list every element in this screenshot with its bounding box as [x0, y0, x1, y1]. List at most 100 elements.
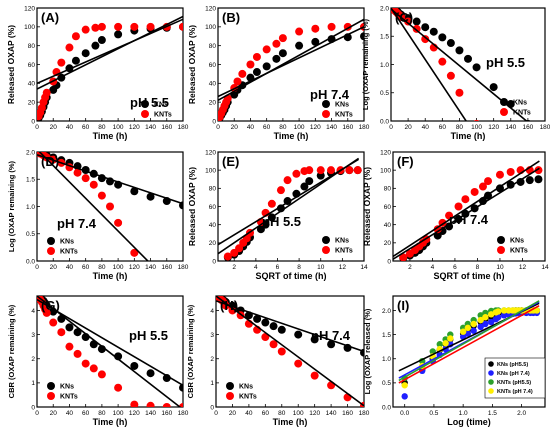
legend-label: KNTs (pH 7.4): [497, 389, 533, 395]
fit-line: [218, 158, 360, 246]
data-point: [470, 320, 477, 328]
x-tick-label: 80: [98, 124, 106, 131]
fit-line: [37, 18, 183, 85]
x-tick-label: 0: [35, 124, 39, 131]
data-point: [246, 60, 255, 69]
fit-line: [393, 167, 540, 260]
fit-line: [37, 15, 183, 90]
data-point: [267, 199, 276, 208]
x-tick-label: 160: [161, 410, 172, 417]
data-point: [477, 323, 484, 331]
panel-label: (H): [220, 298, 238, 313]
x-axis-title: SQRT of time (h): [256, 271, 327, 281]
data-point: [106, 202, 114, 211]
data-point: [253, 314, 262, 323]
x-tick-label: 12: [519, 264, 527, 271]
legend-label: KNs: [154, 102, 168, 109]
y-tick-label: 1: [31, 380, 35, 387]
y-tick-label: 20: [384, 240, 392, 247]
data-point: [294, 330, 303, 339]
y-tick-label: 4: [31, 308, 35, 315]
data-point: [97, 22, 106, 31]
data-point: [345, 166, 354, 175]
legend-label: KNs: [510, 238, 524, 245]
legend-marker: [500, 108, 508, 116]
x-tick-label: 100: [113, 264, 124, 271]
x-tick-label: 140: [145, 124, 156, 131]
x-tick-label: 60: [263, 124, 271, 131]
x-tick-label: 40: [245, 410, 253, 417]
x-tick-label: 100: [471, 124, 482, 131]
legend-marker: [488, 361, 494, 367]
x-axis-title: Time (h): [93, 417, 128, 427]
legend: KNs KNTs: [141, 100, 172, 119]
x-tick-label: 4: [254, 264, 258, 271]
x-tick-label: 100: [293, 410, 304, 417]
x-tick-label: 6: [276, 264, 280, 271]
legend-marker: [226, 382, 234, 390]
data-point: [482, 320, 489, 328]
x-tick-label: 160: [342, 124, 353, 131]
data-point: [495, 314, 502, 321]
data-point: [464, 54, 472, 63]
y-axis-title: Log (OXAP remaining (%): [7, 160, 16, 252]
x-tick-label: 20: [50, 264, 58, 271]
data-point: [223, 252, 232, 261]
data-point: [292, 169, 301, 178]
x-tick-label: 14: [541, 264, 549, 271]
data-point: [57, 328, 66, 337]
legend-label: KNs: [335, 102, 349, 109]
y-tick-label: 2: [31, 356, 35, 363]
x-tick-label: 20: [50, 410, 58, 417]
data-point: [42, 308, 51, 317]
data-point: [412, 24, 421, 33]
y-tick-label: 0: [212, 258, 216, 265]
x-tick-label: 60: [262, 410, 270, 417]
legend-marker: [488, 388, 494, 394]
fit-line: [391, 8, 468, 121]
legend-marker: [141, 110, 149, 118]
data-point: [436, 341, 443, 348]
y-tick-label: 40: [28, 81, 36, 88]
ph-annotation: pH 7.4: [449, 212, 489, 227]
data-point: [438, 33, 447, 42]
panel-label: (F): [397, 154, 414, 169]
data-point: [482, 314, 489, 321]
data-point: [146, 401, 155, 407]
legend-label: KNTs: [335, 248, 353, 255]
y-tick-label: 80: [209, 186, 217, 193]
legend-marker: [322, 110, 330, 118]
x-tick-label: 160: [342, 410, 353, 417]
x-axis-title: Time (h): [451, 131, 486, 141]
data-point: [238, 69, 247, 78]
y-tick-label: 0: [387, 258, 391, 265]
x-tick-label: 140: [326, 410, 337, 417]
data-point: [272, 54, 281, 63]
x-axis-title: Time (h): [274, 131, 309, 141]
panel-g: 0 20 40 60 80 100 120 140 160 180 0 1 2 3 4 Time (h) CBR…: [7, 295, 189, 427]
data-point: [495, 308, 502, 315]
data-point: [399, 253, 408, 261]
data-point: [57, 58, 66, 67]
y-tick-label: 0: [212, 118, 216, 125]
data-point: [353, 166, 362, 175]
ph-annotation: pH 7.4: [310, 87, 350, 102]
fit-line: [37, 153, 183, 205]
data-point: [91, 41, 100, 50]
x-tick-label: 1.5: [488, 410, 497, 417]
y-tick-label: 0.0: [380, 118, 389, 125]
legend: KNs KNTs: [497, 236, 528, 255]
plot-frame: [392, 295, 546, 408]
legend: KNs KNTs: [226, 382, 257, 401]
data-point: [278, 34, 287, 43]
data-point: [404, 17, 413, 26]
legend-label: KNs: [239, 384, 253, 391]
y-axis-title: Released OXAP (%): [187, 25, 197, 104]
data-point: [446, 71, 455, 80]
x-tick-label: 40: [422, 124, 430, 131]
panel-label: (C): [395, 10, 413, 25]
data-point: [269, 322, 278, 331]
legend-marker: [497, 246, 505, 254]
legend: KNs KNTs: [47, 382, 78, 401]
legend-label: KNTs: [239, 394, 257, 401]
